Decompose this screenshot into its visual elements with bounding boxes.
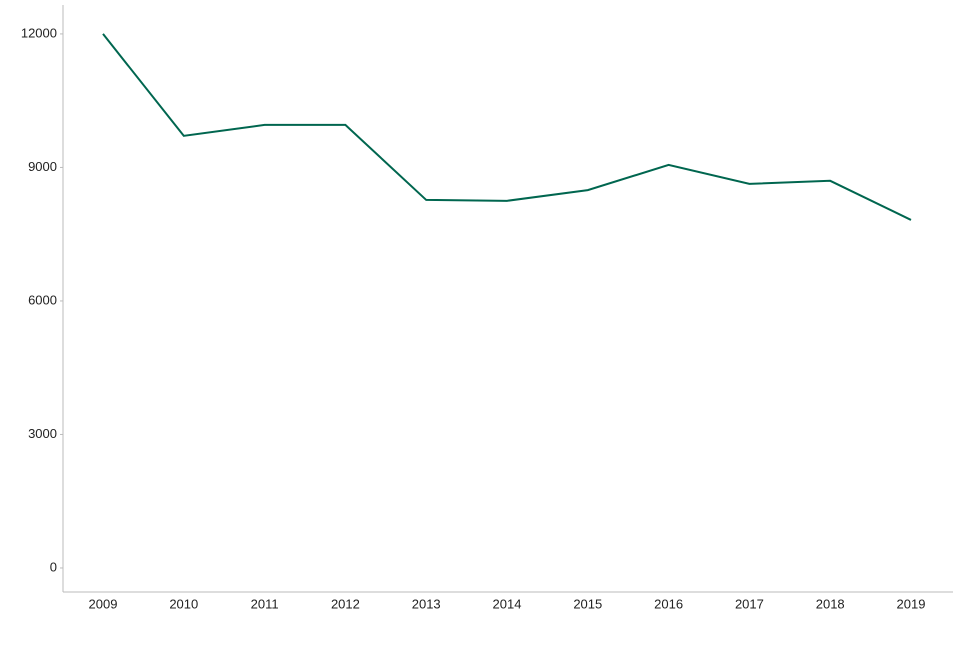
data-line [102, 33, 912, 221]
x-tick-label: 2015 [573, 596, 602, 611]
y-tick-label: 3000 [28, 426, 57, 441]
y-tick-label: 0 [50, 559, 57, 574]
x-tick-label: 2009 [89, 596, 118, 611]
x-tick-label: 2012 [331, 596, 360, 611]
x-tick-label: 2010 [169, 596, 198, 611]
y-tick-label: 9000 [28, 159, 57, 174]
x-tick-label: 2014 [493, 596, 522, 611]
x-tick-label: 2013 [412, 596, 441, 611]
y-tick-label: 12000 [21, 25, 57, 40]
x-tick-label: 2017 [735, 596, 764, 611]
x-tick-label: 2018 [816, 596, 845, 611]
x-tick-label: 2019 [897, 596, 926, 611]
x-tick-label: 2011 [251, 596, 279, 611]
y-tick-label: 6000 [28, 292, 57, 307]
x-tick-label: 2016 [654, 596, 683, 611]
